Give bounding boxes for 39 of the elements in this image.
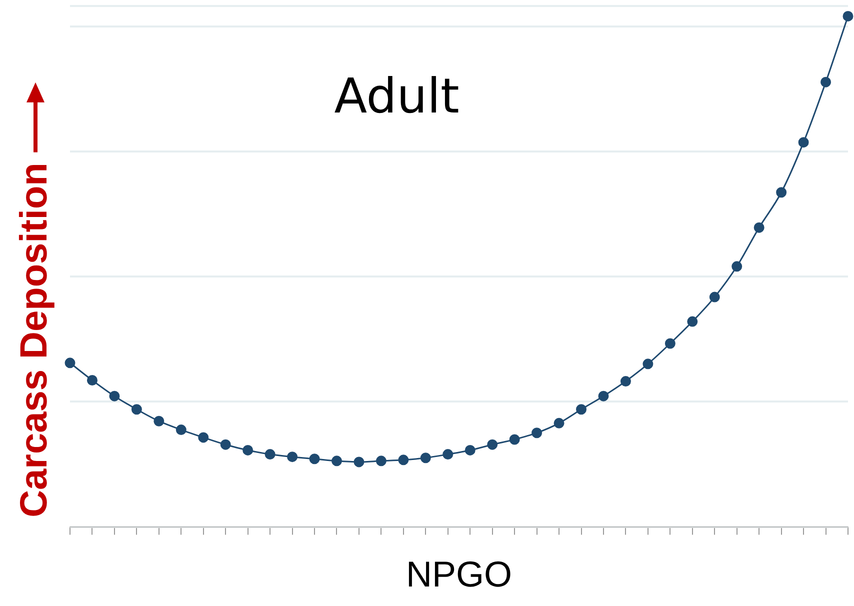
point bbox=[86, 375, 98, 386]
point bbox=[287, 452, 298, 462]
point bbox=[776, 187, 787, 198]
y-axis-title: Carcass Deposition bbox=[14, 162, 56, 518]
point bbox=[664, 338, 676, 349]
point bbox=[642, 358, 654, 370]
point bbox=[198, 432, 209, 443]
point bbox=[532, 428, 542, 438]
point bbox=[687, 316, 698, 327]
x-axis-title: NPGO bbox=[406, 553, 512, 594]
point bbox=[420, 452, 431, 464]
point bbox=[509, 434, 520, 445]
point bbox=[842, 10, 854, 22]
point bbox=[242, 444, 254, 456]
point bbox=[264, 449, 276, 460]
point bbox=[598, 390, 609, 402]
point bbox=[464, 444, 476, 456]
point bbox=[576, 404, 587, 415]
point bbox=[620, 376, 631, 387]
point bbox=[154, 416, 164, 426]
point bbox=[754, 222, 764, 233]
point bbox=[176, 424, 186, 436]
point bbox=[376, 456, 386, 466]
point bbox=[487, 439, 498, 450]
point bbox=[331, 456, 342, 466]
point bbox=[131, 404, 142, 415]
point bbox=[798, 137, 809, 148]
point bbox=[398, 454, 409, 466]
point bbox=[220, 439, 231, 450]
point bbox=[554, 418, 564, 428]
point bbox=[709, 292, 720, 302]
point bbox=[442, 449, 454, 460]
point bbox=[109, 390, 120, 402]
point bbox=[354, 456, 364, 468]
point bbox=[732, 261, 742, 272]
point bbox=[309, 454, 320, 464]
text: Adult bbox=[334, 68, 460, 124]
point bbox=[64, 358, 76, 368]
point bbox=[820, 76, 832, 88]
